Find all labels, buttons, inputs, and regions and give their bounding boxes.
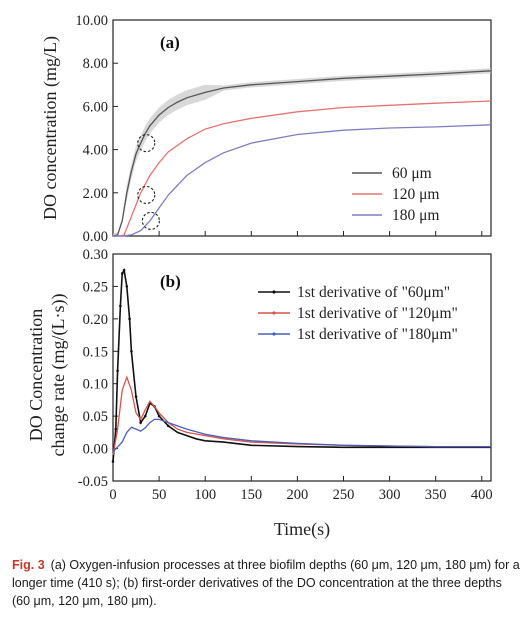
y-tick-label-a: 10.00 [75, 13, 108, 29]
point-60um-derivative [130, 349, 133, 353]
y-tick-label-b: 0.15 [83, 344, 108, 360]
point-60um-derivative [119, 304, 122, 308]
caption-text: (a) Oxygen-infusion processes at three b… [12, 558, 520, 608]
y-ticks-a: 0.00 2.00 4.00 6.00 8.00 10.00 [75, 13, 483, 245]
y-axis-label-b-line2: change rate (mg/(L·s)) [48, 294, 69, 457]
y-tick-label-b: 0.05 [83, 409, 108, 425]
point-60um-derivative [134, 395, 138, 398]
point-60um-derivative [128, 317, 131, 321]
y-tick-label-a: 8.00 [83, 56, 108, 72]
annotations-a [137, 134, 160, 230]
x-axis-label: Time(s) [274, 519, 330, 540]
y-tick-label-a: 0.00 [83, 229, 108, 245]
x-tick-label: 200 [287, 487, 309, 503]
figure: (a) DO concentration (mg/L) 0.00 2.00 4.00… [26, 13, 493, 540]
annotation-circle [137, 185, 156, 205]
series-lines-a [112, 70, 492, 237]
legend-label-1st-derivative-of-180-m: 1st derivative of "180μm" [297, 326, 458, 343]
legend-label-1st-derivative-of-120-m: 1st derivative of "120μm" [297, 305, 458, 322]
x-tick-label: 50 [152, 487, 167, 503]
y-tick-label-a: 6.00 [83, 99, 108, 115]
point-60um-derivative [157, 414, 161, 418]
y-tick-label-a: 2.00 [83, 186, 108, 202]
legend-marker-b [272, 311, 276, 315]
panel-b-label: (b) [160, 272, 181, 291]
x-tick-label: 300 [379, 487, 401, 503]
point-60um-derivative [139, 421, 142, 424]
plot-frame-b [112, 253, 492, 482]
legend-b: 1st derivative of "60μm" 1st derivative o… [258, 284, 458, 343]
legend-label-1st-derivative-of-60-m: 1st derivative of "60μm" [297, 284, 450, 301]
legend-label-120-m: 120 μm [392, 186, 440, 203]
legend-marker-b [272, 332, 276, 336]
figure-caption: Fig. 3 (a) Oxygen-infusion processes at t… [12, 556, 520, 610]
series-lines-b [111, 267, 491, 463]
y-axis-label-b-line1: DO Concentration [26, 309, 46, 441]
y-axis-label-a: DO concentration (mg/L) [40, 36, 61, 220]
y-tick-label-b: 0.25 [83, 279, 108, 295]
y-tick-label-b: 0.10 [83, 377, 108, 393]
series-line-120-m [113, 100, 492, 237]
x-tick-label: 250 [333, 487, 355, 503]
point-60um-derivative [167, 424, 170, 428]
y-tick-label-b: 0.00 [83, 442, 108, 458]
x-tick-label: 400 [471, 487, 493, 503]
legend-label-60-m: 60 μm [392, 165, 432, 182]
panel-a-label: (a) [160, 33, 180, 52]
ticks-b: -0.05 0.00 0.05 0.10 0.15 0.20 0.25 0.30 0 50 100 1… [78, 247, 493, 503]
legend-a: 60 μm 120 μm 180 μm [352, 165, 440, 224]
point-60um-derivative [143, 414, 147, 418]
series-line-60-m [112, 70, 492, 237]
point-60um-derivative [125, 285, 129, 288]
plot-frame-a [112, 19, 492, 237]
point-60um-derivative [116, 369, 119, 373]
legend-label-180-m: 180 μm [392, 207, 440, 224]
y-tick-label-a: 4.00 [83, 143, 108, 159]
y-tick-label-b: -0.05 [78, 474, 108, 490]
x-tick-label: 150 [240, 487, 262, 503]
panel-b: (b) DO Concentration change rate (mg/(L·… [26, 247, 493, 540]
point-60um-derivative [122, 268, 126, 272]
x-tick-label: 0 [109, 487, 116, 503]
legend-marker-b [272, 290, 276, 294]
y-tick-label-b: 0.30 [83, 247, 108, 263]
caption-label: Fig. 3 [12, 558, 45, 572]
point-60um-derivative [114, 427, 118, 431]
annotation-circle [141, 211, 160, 230]
point-60um-derivative [111, 460, 115, 463]
y-tick-label-b: 0.20 [83, 312, 108, 328]
series-line-1st-derivative-of-180-m [112, 418, 491, 453]
annotation-circle [137, 134, 156, 153]
x-tick-label: 350 [425, 487, 447, 503]
series-line-180-m [113, 124, 492, 237]
panel-a: (a) DO concentration (mg/L) 0.00 2.00 4.00… [40, 13, 492, 245]
point-60um-derivative [120, 272, 124, 275]
x-tick-label: 100 [194, 487, 216, 503]
